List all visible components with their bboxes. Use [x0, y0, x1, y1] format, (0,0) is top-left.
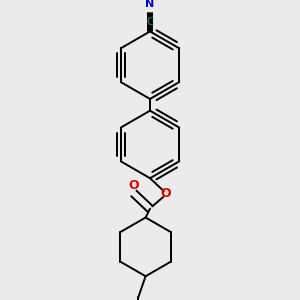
Text: C: C	[146, 17, 154, 27]
Text: N: N	[146, 0, 154, 9]
Text: O: O	[128, 179, 139, 192]
Text: O: O	[161, 187, 172, 200]
